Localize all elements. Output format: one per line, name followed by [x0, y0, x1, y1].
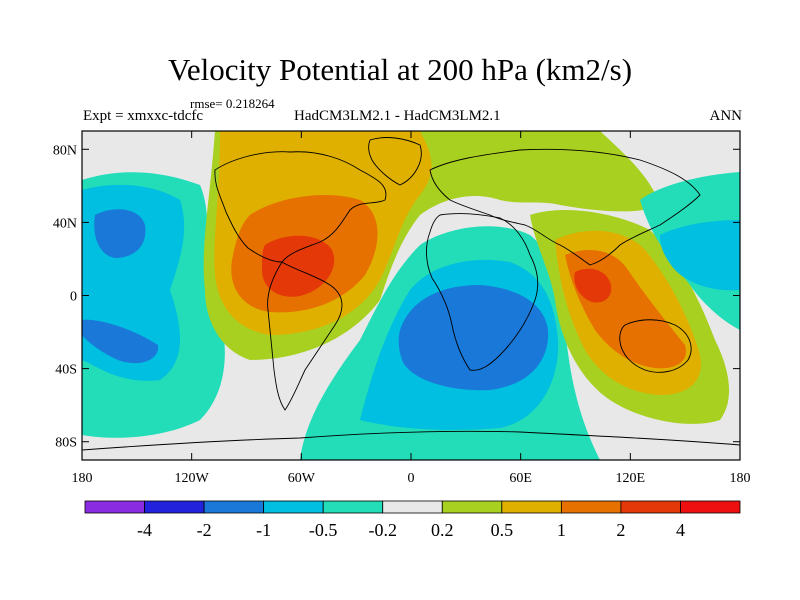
experiment-label: Expt = xmxxc-tdcfc [83, 108, 204, 124]
colorbar-label: -2 [197, 520, 212, 540]
colorbar-swatch [144, 500, 205, 514]
lat-tick-label: 80S [55, 436, 77, 451]
contour-west-pacific-neg3 [94, 209, 146, 258]
coastlines [82, 137, 740, 451]
colorbar-swatch [322, 500, 384, 514]
lon-tick-label: 180 [72, 471, 93, 486]
colorbar-swatch [84, 500, 145, 514]
coastline-antarctica [82, 430, 740, 451]
colorbar-label: 1 [557, 520, 566, 540]
colorbar-label: 0.2 [431, 520, 454, 540]
coastline-eurasia [429, 148, 701, 266]
season-label: ANN [709, 108, 743, 124]
coastline-australia [619, 319, 692, 373]
lat-tick-label: 40S [55, 363, 77, 378]
lat-tick-label: 80N [53, 143, 77, 158]
coastline-south-america [267, 261, 343, 411]
colorbar-label: 0.5 [491, 520, 514, 540]
colorbar-swatch [501, 500, 562, 514]
lon-tick-label: 120E [616, 471, 646, 486]
plot-title: Velocity Potential at 200 hPa (km2/s) [167, 52, 633, 87]
lat-tick-label: 0 [70, 290, 77, 305]
colorbar-label: 2 [616, 520, 625, 540]
colorbar-label: -0.2 [368, 520, 397, 540]
longitude-axis: 180 120W 60W 0 60E 120E 180 [72, 131, 751, 486]
models-label: HadCM3LM2.1 - HadCM3LM2.1 [294, 108, 501, 124]
lon-tick-label: 60W [288, 471, 316, 486]
colorbar-label: -0.5 [309, 520, 338, 540]
contour-east-pacific-neg2 [660, 220, 740, 291]
colorbar-label: 4 [676, 520, 685, 540]
colorbar-swatch [382, 500, 443, 514]
contour-west-pacific-neg3b [82, 319, 159, 364]
colorbar-label: -1 [256, 520, 271, 540]
lat-tick-label: 40N [53, 216, 77, 231]
contour-maritime-pos4 [574, 268, 612, 303]
lon-tick-label: 120W [175, 471, 210, 486]
coastline-north-america [214, 151, 387, 263]
colorbar-swatch [560, 500, 622, 514]
colorbar: -4 -2 -1 -0.5 -0.2 0.2 0.5 1 2 4 [84, 500, 741, 540]
coastline-greenland [368, 137, 422, 186]
colorbar-label: -4 [137, 520, 152, 540]
contour-field [82, 131, 740, 460]
latitude-axis: 80N 40N 0 40S 80S [53, 143, 740, 451]
contour-america-pos4 [262, 235, 335, 297]
colorbar-swatch [680, 500, 741, 514]
coastline-africa [426, 213, 539, 371]
lon-tick-label: 180 [730, 471, 751, 486]
lon-tick-label: 0 [408, 471, 415, 486]
contour-africa-neg3 [398, 285, 549, 391]
rmse-label: rmse= 0.218264 [190, 96, 275, 111]
colorbar-swatch [203, 500, 265, 514]
colorbar-swatch [620, 500, 681, 514]
lon-tick-label: 60E [509, 471, 532, 486]
colorbar-swatch [441, 500, 503, 514]
colorbar-swatch [263, 500, 324, 514]
